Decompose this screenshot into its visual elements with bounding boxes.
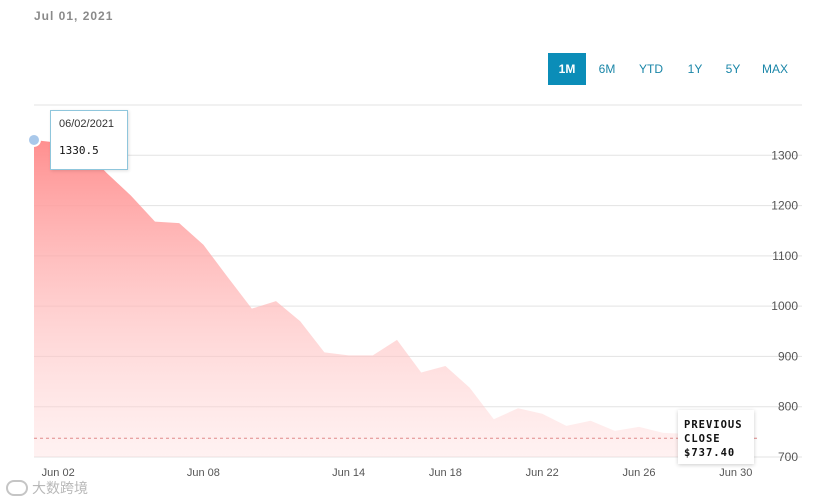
- y-tick-label: 1200: [771, 199, 798, 213]
- previous-close-value: $737.40: [684, 447, 736, 459]
- tab-5y[interactable]: 5Y: [725, 62, 741, 76]
- tab-6m[interactable]: 6M: [598, 62, 616, 76]
- y-tick-label: 1000: [771, 299, 798, 313]
- y-tick-label: 1100: [772, 249, 798, 263]
- y-tick-label: 900: [778, 349, 798, 363]
- hover-point: [27, 132, 41, 147]
- y-tick-label: 1300: [771, 148, 798, 162]
- x-axis-labels: Jun 02 Jun 08 Jun 14 Jun 18 Jun 22 Jun 26 Jun …: [42, 467, 753, 479]
- x-tick-label: Jun 08: [187, 467, 220, 479]
- tab-ytd[interactable]: YTD: [639, 62, 663, 76]
- tooltip-value: 1330.5: [59, 144, 99, 157]
- tab-1m[interactable]: 1M: [548, 53, 586, 85]
- x-tick-label: Jun 22: [526, 467, 559, 479]
- hover-marker: [27, 132, 41, 147]
- price-area-path: [34, 139, 736, 457]
- tooltip-date: 06/02/2021: [59, 118, 115, 130]
- date-header: Jul 01, 2021: [34, 9, 114, 23]
- y-tick-label: 700: [778, 450, 798, 464]
- previous-close-line2: CLOSE: [684, 433, 721, 445]
- watermark-logo-icon: [6, 480, 28, 496]
- y-axis-labels: 700 800 900 1000 1100 1200 1300: [771, 148, 798, 464]
- price-area: [34, 139, 736, 457]
- x-tick-label: Jun 26: [622, 467, 655, 479]
- previous-close-label: PREVIOUS CLOSE $737.40: [678, 410, 754, 464]
- x-tick-label: Jun 02: [42, 467, 75, 479]
- watermark-text: 大数跨境: [32, 480, 88, 496]
- x-tick-label: Jun 18: [429, 467, 462, 479]
- tooltip: 06/02/2021 1330.5: [50, 110, 128, 170]
- x-tick-label: Jun 30: [719, 467, 752, 479]
- previous-close-line1: PREVIOUS: [684, 419, 743, 431]
- x-tick-label: Jun 14: [332, 467, 365, 479]
- tab-1y[interactable]: 1Y: [687, 62, 703, 76]
- tab-max[interactable]: MAX: [761, 62, 788, 76]
- range-tabs: 1M 6M YTD 1Y 5Y MAX: [548, 53, 800, 85]
- y-tick-label: 800: [778, 400, 798, 414]
- watermark: 大数跨境: [6, 478, 88, 498]
